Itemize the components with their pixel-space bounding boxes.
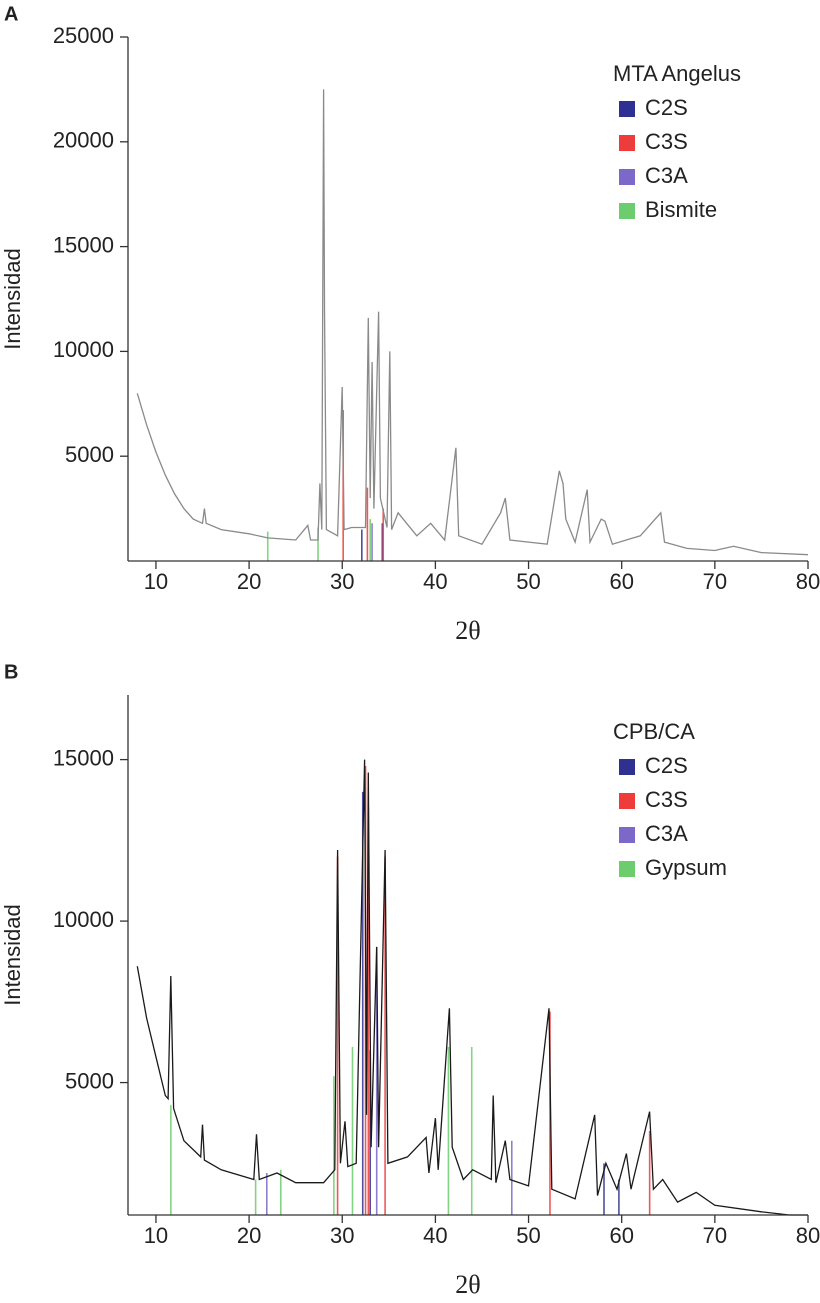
x-tick-label: 10 [144, 1223, 168, 1248]
x-tick-label: 70 [703, 569, 727, 594]
panel: B 5000 10000 15000 10 20 30 40 50 60 70 80 2θ Intensi… [0, 661, 820, 1299]
x-axis-label: 2θ [455, 1270, 480, 1299]
legend-swatch [619, 101, 635, 117]
legend-swatch [619, 861, 635, 877]
y-tick-label: 5000 [65, 1068, 114, 1093]
legend-swatch [619, 135, 635, 151]
panel: A 5000 10000 15000 20000 25000 10 20 30 40 50 60 70 8… [0, 3, 820, 645]
y-tick-label: 20000 [53, 128, 114, 153]
legend-label: C3A [645, 163, 688, 188]
x-tick-label: 40 [423, 569, 447, 594]
x-tick-label: 20 [237, 1223, 261, 1248]
legend-swatch [619, 759, 635, 775]
legend-label: C3S [645, 129, 688, 154]
legend-label: C3S [645, 787, 688, 812]
x-axis-label: 2θ [455, 616, 480, 645]
y-tick-label: 5000 [65, 442, 114, 467]
legend-swatch [619, 827, 635, 843]
legend-swatch [619, 169, 635, 185]
y-tick-label: 15000 [53, 232, 114, 257]
x-tick-label: 80 [796, 569, 820, 594]
x-tick-label: 70 [703, 1223, 727, 1248]
x-tick-label: 40 [423, 1223, 447, 1248]
legend-swatch [619, 203, 635, 219]
diffraction-pattern [136, 89, 809, 556]
x-tick-label: 80 [796, 1223, 820, 1248]
x-tick-label: 10 [144, 569, 168, 594]
x-tick-label: 30 [330, 569, 354, 594]
x-tick-label: 60 [609, 1223, 633, 1248]
panel-label: B [4, 661, 18, 683]
y-tick-label: 25000 [53, 23, 114, 48]
legend-label: C3A [645, 821, 688, 846]
legend-label: C2S [645, 95, 688, 120]
diffraction-pattern [136, 759, 808, 1216]
x-tick-label: 50 [516, 569, 540, 594]
x-tick-label: 50 [516, 1223, 540, 1248]
legend-title: MTA Angelus [613, 61, 741, 86]
legend-label: Gypsum [645, 855, 727, 880]
x-tick-label: 20 [237, 569, 261, 594]
y-tick-label: 10000 [53, 907, 114, 932]
x-tick-label: 60 [609, 569, 633, 594]
y-tick-label: 15000 [53, 745, 114, 770]
y-tick-label: 10000 [53, 337, 114, 362]
y-axis-label: Intensidad [0, 248, 25, 350]
legend-label: Bismite [645, 197, 717, 222]
panel-label: A [4, 3, 18, 25]
legend-swatch [619, 793, 635, 809]
legend-title: CPB/CA [613, 719, 695, 744]
x-tick-label: 30 [330, 1223, 354, 1248]
legend-label: C2S [645, 753, 688, 778]
y-axis-label: Intensidad [0, 904, 25, 1006]
